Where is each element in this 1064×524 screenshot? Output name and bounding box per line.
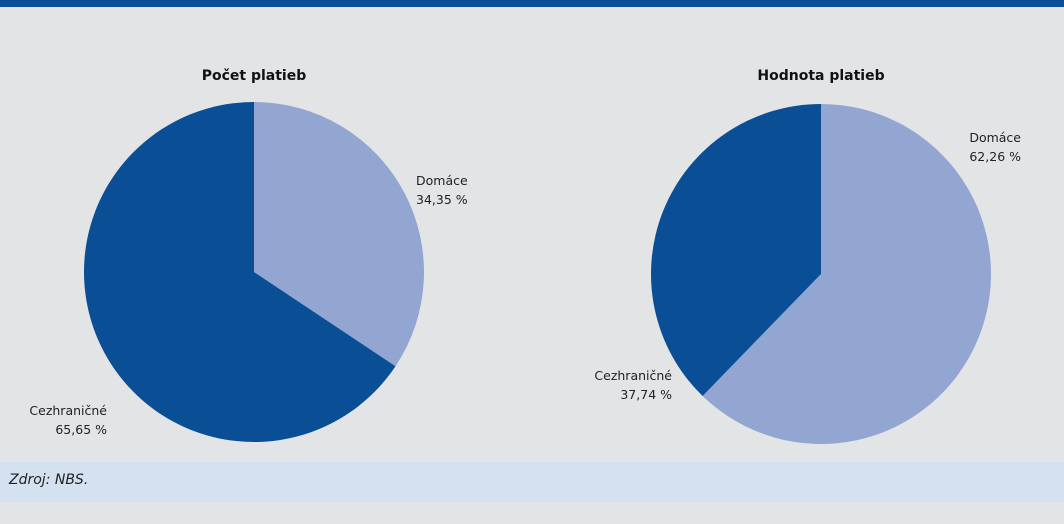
slice-label-cezhranicne: Cezhraničné 37,74 %: [594, 368, 672, 402]
slice-name: Cezhraničné: [594, 368, 672, 383]
pie-slice-domace: [254, 102, 424, 367]
slice-value: 34,35 %: [416, 192, 468, 207]
pie-slices: [650, 103, 992, 444]
slice-value: 65,65 %: [55, 422, 107, 437]
pie-slice-cezhranicne: [650, 103, 821, 397]
pie-slices: [84, 102, 424, 443]
source-band: Zdroj: NBS.: [0, 462, 1064, 502]
slice-label-domace: Domáce 62,26 %: [969, 130, 1021, 164]
footer: Zdroj: NBS.: [0, 462, 1064, 524]
slice-label-domace: Domáce 34,35 %: [416, 173, 468, 207]
chart-title-hodnota-platieb: Hodnota platieb: [757, 68, 884, 84]
slice-label-cezhranicne: Cezhraničné 65,65 %: [29, 403, 107, 437]
pie-slice-cezhranicne: [84, 102, 396, 443]
pie-chart-pocet-platieb: Počet platieb Domáce 34,35 % Cezhraničné…: [29, 68, 468, 443]
pie-chart-hodnota-platieb: Hodnota platieb Domáce 62,26 % Cezhranič…: [594, 68, 1021, 444]
slice-name: Domáce: [969, 130, 1021, 145]
slice-name: Cezhraničné: [29, 403, 107, 418]
chart-area: Počet platieb Domáce 34,35 % Cezhraničné…: [0, 7, 1064, 462]
pie-slice-domace: [702, 104, 992, 444]
chart-title-pocet-platieb: Počet platieb: [202, 68, 307, 84]
pie-charts: Počet platieb Domáce 34,35 % Cezhraničné…: [29, 68, 1021, 444]
top-accent-bar: [0, 0, 1064, 7]
slice-name: Domáce: [416, 173, 468, 188]
slice-value: 62,26 %: [969, 149, 1021, 164]
slice-value: 37,74 %: [620, 387, 672, 402]
source-note: Zdroj: NBS.: [9, 472, 89, 488]
